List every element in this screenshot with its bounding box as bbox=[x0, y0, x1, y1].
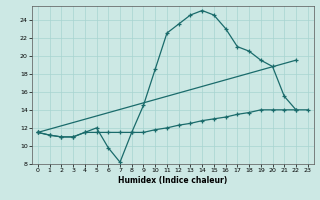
X-axis label: Humidex (Indice chaleur): Humidex (Indice chaleur) bbox=[118, 176, 228, 185]
